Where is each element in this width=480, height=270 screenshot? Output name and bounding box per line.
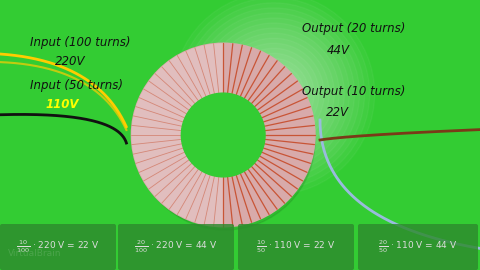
Text: 44V: 44V [326,44,349,57]
FancyBboxPatch shape [118,224,234,270]
Text: Output (10 turns): Output (10 turns) [302,85,406,97]
FancyBboxPatch shape [358,224,478,270]
Text: Output (20 turns): Output (20 turns) [302,22,406,35]
Text: $\frac{20}{100}$ · 220 V = 44 V: $\frac{20}{100}$ · 220 V = 44 V [134,239,218,255]
Wedge shape [132,43,223,227]
Text: 110V: 110V [45,98,79,111]
Text: $\frac{20}{50}$ · 110 V = 44 V: $\frac{20}{50}$ · 110 V = 44 V [378,239,458,255]
Circle shape [132,43,315,227]
Text: 220V: 220V [55,55,85,68]
Text: VirtualBrain: VirtualBrain [8,249,61,258]
Text: Input (50 turns): Input (50 turns) [30,79,123,92]
Text: 22V: 22V [326,106,349,119]
Circle shape [181,93,265,177]
Text: $\frac{10}{50}$ · 110 V = 22 V: $\frac{10}{50}$ · 110 V = 22 V [256,239,336,255]
Text: Input (100 turns): Input (100 turns) [30,36,131,49]
FancyBboxPatch shape [238,224,354,270]
Circle shape [135,50,315,230]
Text: $\frac{10}{100}$ · 220 V = 22 V: $\frac{10}{100}$ · 220 V = 22 V [16,239,100,255]
FancyBboxPatch shape [0,224,116,270]
